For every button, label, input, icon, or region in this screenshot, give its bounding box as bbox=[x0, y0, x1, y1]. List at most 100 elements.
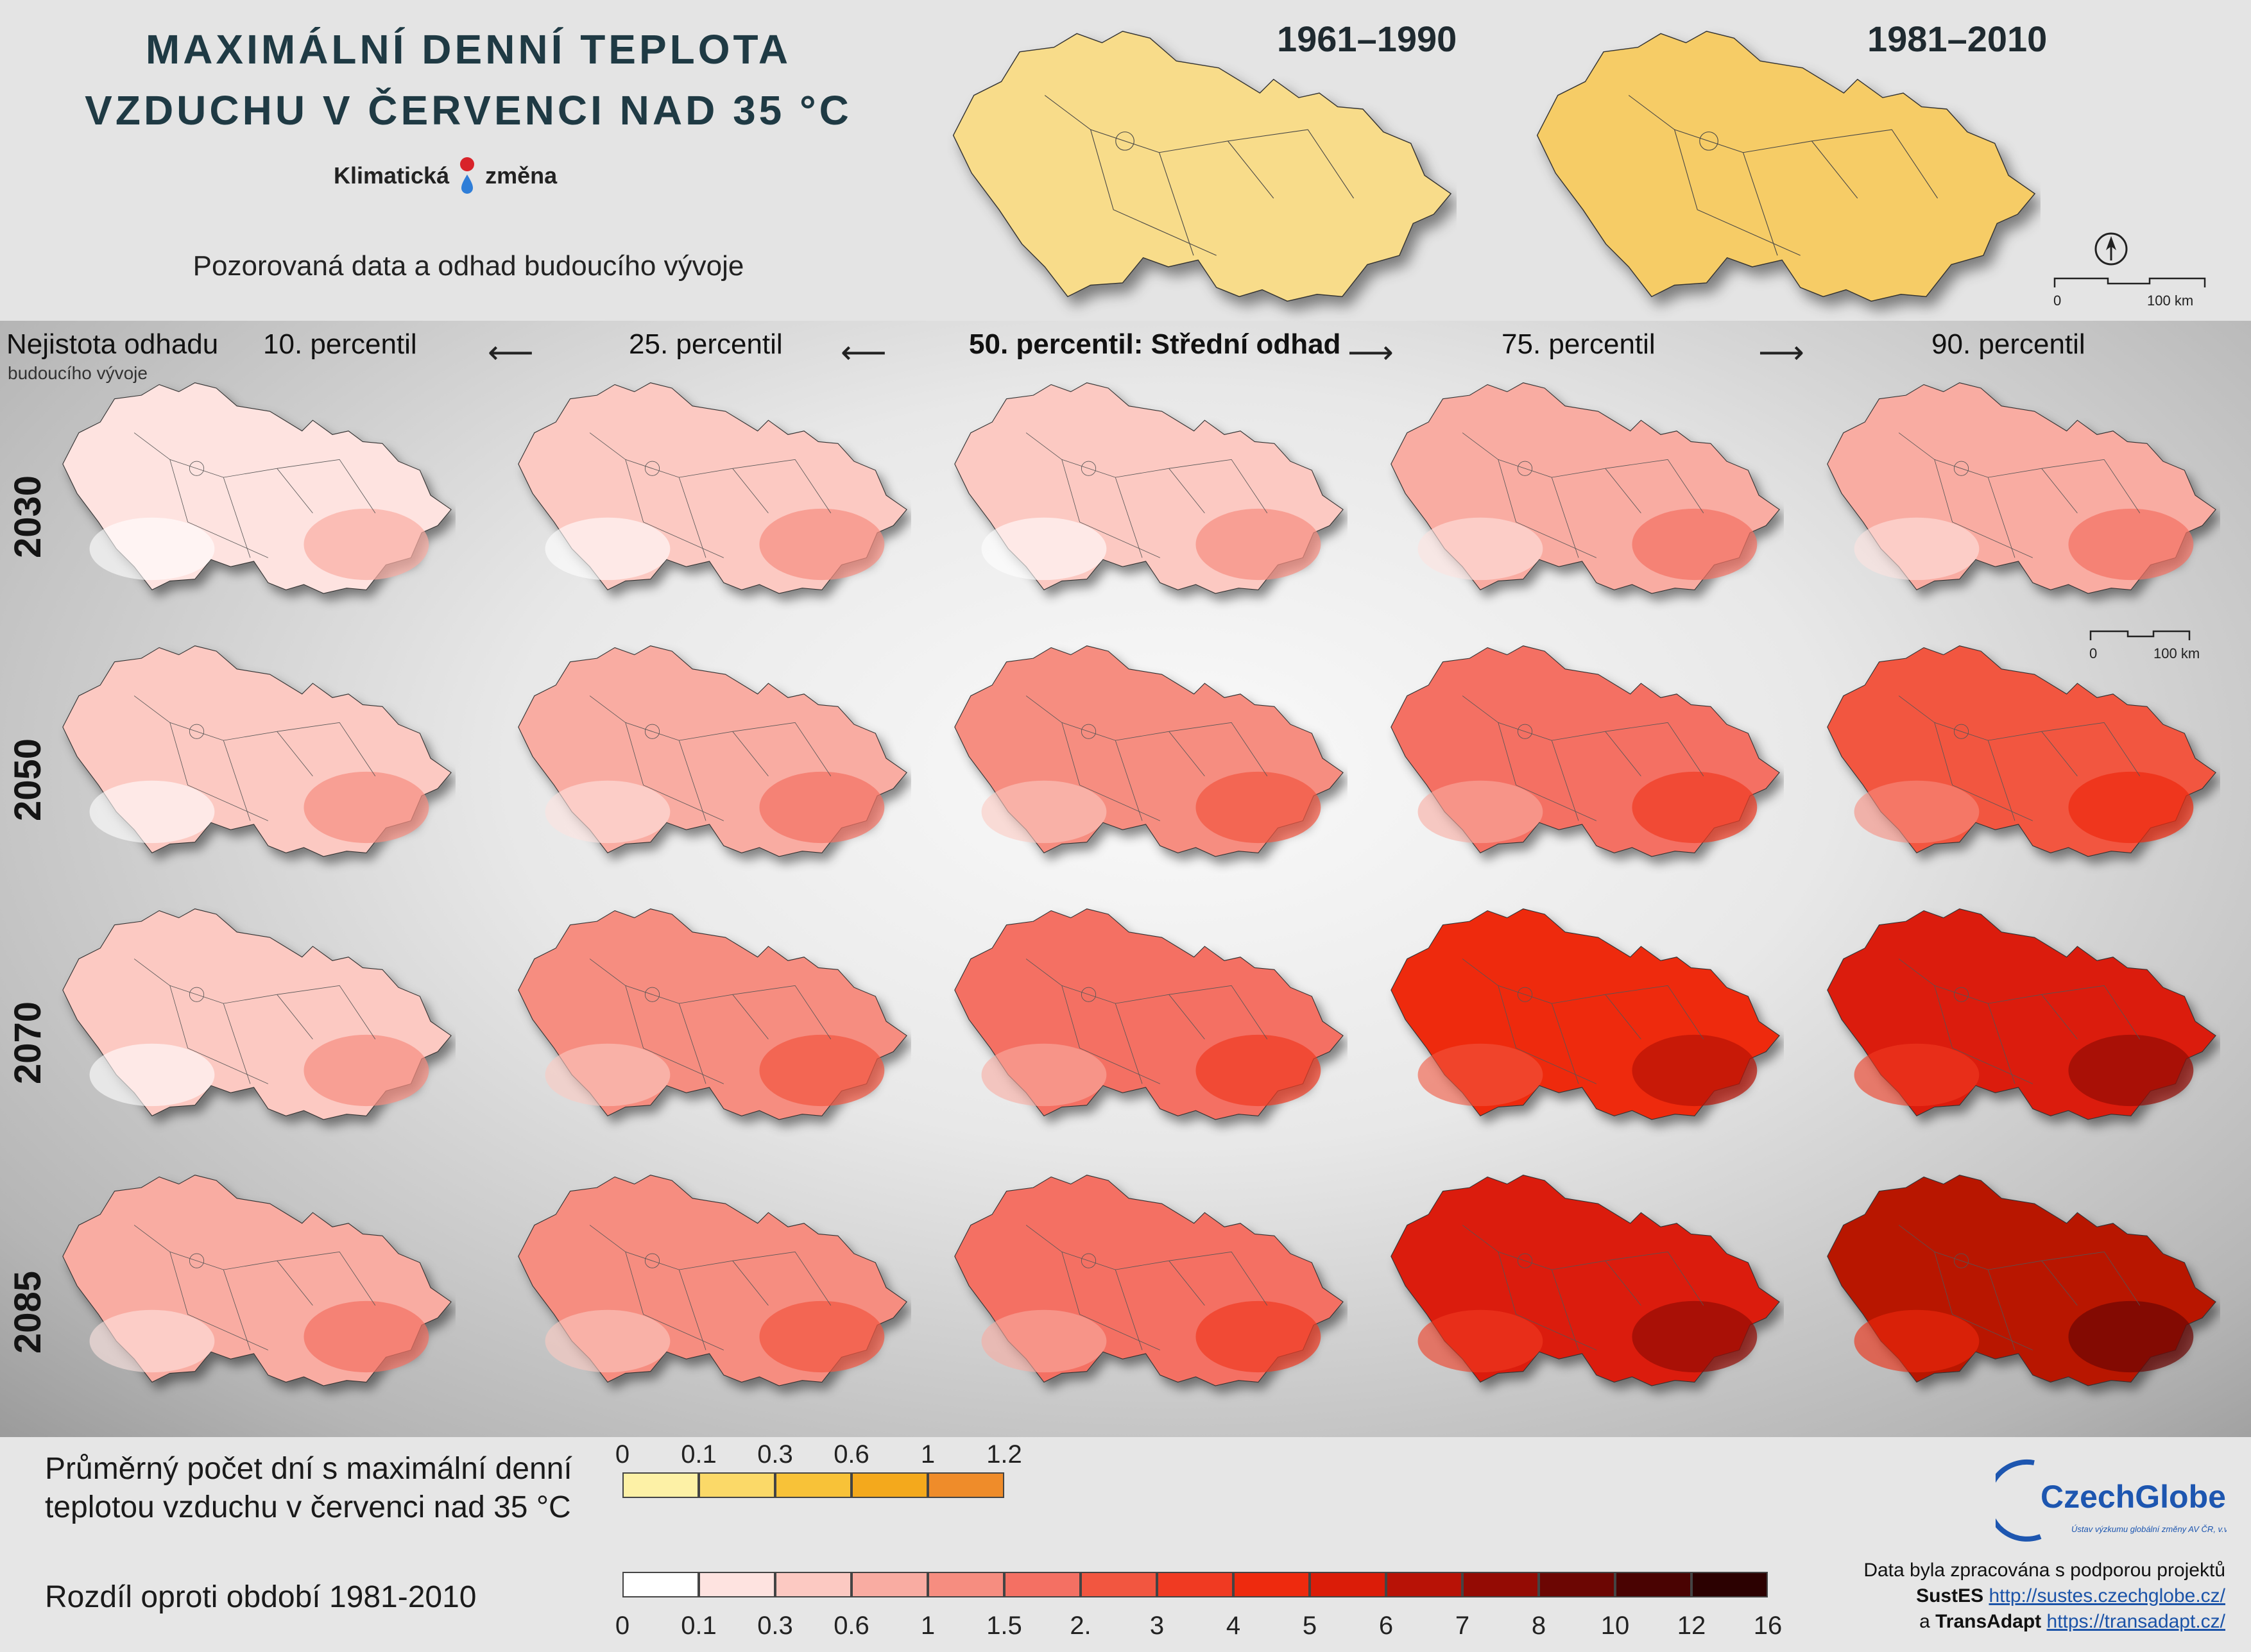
legend-swatch bbox=[1157, 1572, 1233, 1597]
arrow-right-icon: ⟶ bbox=[1348, 334, 1394, 370]
legend-tick-label: 0.6 bbox=[834, 1612, 869, 1640]
legend-difference-label: Rozdíl oproti období 1981-2010 bbox=[45, 1580, 477, 1614]
scale-bar-mid bbox=[2089, 629, 2192, 645]
brand-right-text: změna bbox=[485, 162, 558, 189]
legend-swatch bbox=[1462, 1572, 1539, 1597]
legend-swatch bbox=[775, 1472, 852, 1498]
legend-tick-label: 0.1 bbox=[681, 1440, 717, 1469]
legend-tick-label: 10 bbox=[1600, 1612, 1630, 1640]
legend-observed-label-2: teplotou vzduchu v červenci nad 35 °C bbox=[45, 1490, 571, 1524]
arrow-left-icon: ⟵ bbox=[488, 334, 534, 370]
legend-tick-label: 8 bbox=[1531, 1612, 1546, 1640]
arrow-left-icon: ⟵ bbox=[841, 334, 887, 370]
legend-swatch bbox=[1539, 1572, 1615, 1597]
legend-tick-label: 0.6 bbox=[834, 1440, 869, 1469]
page-title-line2: VZDUCHU V ČERVENCI NAD 35 °C bbox=[85, 87, 852, 133]
year-label-2050: 2050 bbox=[7, 738, 49, 821]
scale-bar-top bbox=[2053, 276, 2207, 292]
scale-start-mid: 0 bbox=[2089, 645, 2098, 661]
legend-swatch bbox=[928, 1472, 1004, 1498]
legend-swatch bbox=[699, 1472, 775, 1498]
legend-swatch bbox=[622, 1472, 699, 1498]
thermometer-drop-icon bbox=[459, 154, 475, 201]
legend-tick-label: 2. bbox=[1070, 1612, 1091, 1640]
map-2070-col5 bbox=[1810, 895, 2220, 1139]
legend-tick-label: 0.1 bbox=[681, 1612, 717, 1640]
uncertainty-sublabel: budoucího vývoje bbox=[8, 363, 148, 383]
column-header-p50: 50. percentil: Střední odhad bbox=[969, 328, 1341, 360]
legend-swatch bbox=[1310, 1572, 1386, 1597]
map-2050-col3 bbox=[937, 632, 1348, 876]
legend-tick-label: 7 bbox=[1455, 1612, 1470, 1640]
map-2030-col3 bbox=[937, 369, 1348, 613]
legend-swatch bbox=[1081, 1572, 1157, 1597]
legend-tick-label: 12 bbox=[1677, 1612, 1706, 1640]
legend-tick-label: 16 bbox=[1753, 1612, 1783, 1640]
transadapt-link[interactable]: https://transadapt.cz/ bbox=[2046, 1611, 2225, 1632]
scale-end-top: 100 km bbox=[2147, 293, 2194, 309]
map-2070-col4 bbox=[1373, 895, 1784, 1139]
credit-line3: a TransAdapt https://transadapt.cz/ bbox=[1863, 1609, 2225, 1635]
map-2030-col1 bbox=[45, 369, 456, 613]
column-header-p90: 90. percentil bbox=[1931, 328, 2085, 360]
legend-tick-label: 1.2 bbox=[986, 1440, 1022, 1469]
legend-tick-label: 0.3 bbox=[757, 1612, 793, 1640]
legend-tick-label: 0.3 bbox=[757, 1440, 793, 1469]
page-title-line1: MAXIMÁLNÍ DENNÍ TEPLOTA bbox=[145, 26, 792, 72]
map-2085-col4 bbox=[1373, 1161, 1784, 1405]
legend-tick-label: 3 bbox=[1149, 1612, 1165, 1640]
legend-panel bbox=[0, 1437, 2251, 1652]
column-header-p10: 10. percentil bbox=[263, 328, 417, 360]
map-2050-col4 bbox=[1373, 632, 1784, 876]
map-2030-col4 bbox=[1373, 369, 1784, 613]
logo-text: CzechGlobe bbox=[2041, 1479, 2226, 1515]
legend-observed-label-1: Průměrný počet dní s maximální denní bbox=[45, 1452, 572, 1486]
legend-swatch bbox=[1386, 1572, 1462, 1597]
credit-and: a bbox=[1919, 1611, 1930, 1632]
project-name-transadapt: TransAdapt bbox=[1935, 1611, 2042, 1632]
logo-tagline: Ústav výzkumu globální změny AV ČR, v.v.… bbox=[2071, 1524, 2227, 1534]
map-2050-col2 bbox=[501, 632, 911, 876]
legend-swatch bbox=[1233, 1572, 1310, 1597]
uncertainty-label: Nejistota odhadu bbox=[6, 328, 219, 360]
map-2085-col2 bbox=[501, 1161, 911, 1405]
legend-tick-label: 5 bbox=[1302, 1612, 1317, 1640]
legend-difference-scale: 0 0.1 0.3 0.6 1 1.5 2. 3 4 5 6 7 8 10 12 16 bbox=[615, 1572, 1782, 1649]
credit-line1: Data byla zpracována s podporou projektů bbox=[1863, 1560, 2225, 1581]
map-2050-col1 bbox=[45, 632, 456, 876]
credit-block: Data byla zpracována s podporou projektů… bbox=[1863, 1558, 2225, 1635]
brand-left-text: Klimatická bbox=[334, 162, 450, 189]
period-label-1981-2010: 1981–2010 bbox=[1867, 19, 2048, 59]
legend-tick-label: 1 bbox=[920, 1440, 936, 1469]
map-2070-col1 bbox=[45, 895, 456, 1139]
legend-tick-label: 4 bbox=[1226, 1612, 1241, 1640]
sustes-link[interactable]: http://sustes.czechglobe.cz/ bbox=[1989, 1585, 2225, 1606]
map-2050-col5 bbox=[1810, 632, 2220, 876]
credit-line2: SustES http://sustes.czechglobe.cz/ bbox=[1863, 1583, 2225, 1609]
year-label-2085: 2085 bbox=[7, 1270, 49, 1354]
north-arrow-icon bbox=[2093, 231, 2129, 279]
legend-swatch bbox=[928, 1572, 1004, 1597]
map-2030-col2 bbox=[501, 369, 911, 613]
map-2085-col3 bbox=[937, 1161, 1348, 1405]
year-label-2070: 2070 bbox=[7, 1001, 49, 1084]
observed-map-1961-1990 bbox=[930, 13, 1457, 321]
project-name-sustes: SustES bbox=[1916, 1585, 1984, 1606]
legend-swatch bbox=[775, 1572, 852, 1597]
map-2070-col3 bbox=[937, 895, 1348, 1139]
subtitle: Pozorovaná data a odhad budoucího vývoje bbox=[193, 250, 744, 282]
legend-swatch bbox=[699, 1572, 775, 1597]
period-label-1961-1990: 1961–1990 bbox=[1277, 19, 1457, 59]
legend-tick-label: 0 bbox=[615, 1612, 630, 1640]
column-header-p75: 75. percentil bbox=[1502, 328, 1656, 360]
legend-swatch bbox=[1615, 1572, 1691, 1597]
map-2085-col1 bbox=[45, 1161, 456, 1405]
scale-start-top: 0 bbox=[2053, 293, 2062, 309]
legend-swatch bbox=[1004, 1572, 1081, 1597]
arrow-right-icon: ⟶ bbox=[1758, 334, 1804, 370]
observed-map-1981-2010 bbox=[1514, 13, 2041, 321]
legend-swatch bbox=[852, 1472, 928, 1498]
map-2070-col2 bbox=[501, 895, 911, 1139]
legend-tick-label: 0 bbox=[615, 1440, 630, 1469]
map-2085-col5 bbox=[1810, 1161, 2220, 1405]
